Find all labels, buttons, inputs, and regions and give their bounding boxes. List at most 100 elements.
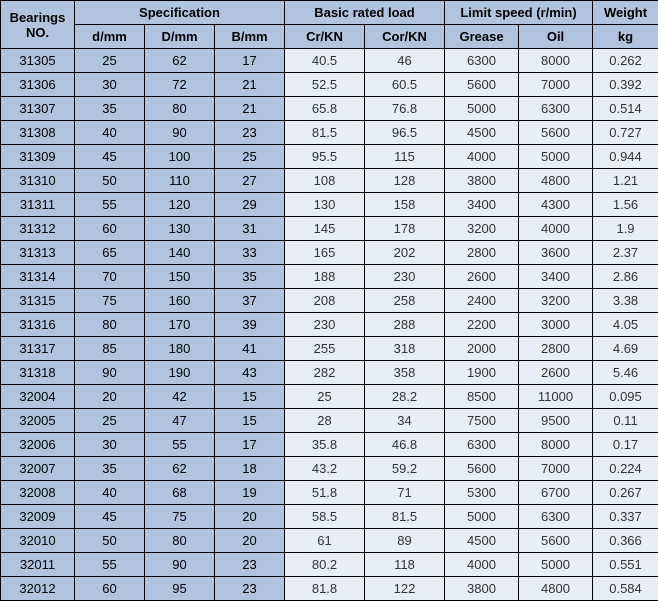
cell-B: 21 xyxy=(215,73,285,97)
cell-bearing-no: 31315 xyxy=(1,289,75,313)
cell-D: 68 xyxy=(145,481,215,505)
cell-grease: 2600 xyxy=(445,265,519,289)
bearings-table: Bearings NO. Specification Basic rated l… xyxy=(0,0,658,601)
cell-d: 60 xyxy=(75,577,145,601)
cell-cor: 122 xyxy=(365,577,445,601)
cell-oil: 3200 xyxy=(519,289,593,313)
hdr-weight-kg: kg xyxy=(593,25,658,49)
cell-d: 30 xyxy=(75,73,145,97)
cell-bearing-no: 31317 xyxy=(1,337,75,361)
cell-oil: 2600 xyxy=(519,361,593,385)
cell-bearing-no: 31314 xyxy=(1,265,75,289)
cell-bearing-no: 31311 xyxy=(1,193,75,217)
cell-cor: 60.5 xyxy=(365,73,445,97)
hdr-load-group: Basic rated load xyxy=(285,1,445,25)
cell-B: 18 xyxy=(215,457,285,481)
cell-D: 110 xyxy=(145,169,215,193)
cell-cor: 115 xyxy=(365,145,445,169)
cell-grease: 4500 xyxy=(445,121,519,145)
cell-D: 160 xyxy=(145,289,215,313)
cell-cr: 58.5 xyxy=(285,505,365,529)
cell-bearing-no: 31312 xyxy=(1,217,75,241)
cell-bearing-no: 31313 xyxy=(1,241,75,265)
cell-oil: 6700 xyxy=(519,481,593,505)
cell-cr: 108 xyxy=(285,169,365,193)
cell-grease: 5000 xyxy=(445,97,519,121)
cell-B: 23 xyxy=(215,121,285,145)
cell-bearing-no: 32006 xyxy=(1,433,75,457)
cell-cor: 59.2 xyxy=(365,457,445,481)
cell-grease: 2400 xyxy=(445,289,519,313)
cell-d: 45 xyxy=(75,145,145,169)
cell-d: 50 xyxy=(75,529,145,553)
cell-D: 80 xyxy=(145,97,215,121)
cell-oil: 5600 xyxy=(519,529,593,553)
cell-weight: 0.727 xyxy=(593,121,658,145)
cell-D: 72 xyxy=(145,73,215,97)
cell-cor: 358 xyxy=(365,361,445,385)
hdr-spec-d: d/mm xyxy=(75,25,145,49)
cell-cr: 255 xyxy=(285,337,365,361)
cell-oil: 4300 xyxy=(519,193,593,217)
cell-d: 85 xyxy=(75,337,145,361)
table-row: 313178518041255318200028004.69 xyxy=(1,337,658,361)
table-row: 3130630722152.560.5560070000.392 xyxy=(1,73,658,97)
cell-cor: 178 xyxy=(365,217,445,241)
cell-cr: 80.2 xyxy=(285,553,365,577)
cell-B: 17 xyxy=(215,433,285,457)
table-row: 320052547152834750095000.11 xyxy=(1,409,658,433)
cell-grease: 2200 xyxy=(445,313,519,337)
table-row: 3200840681951.871530067000.267 xyxy=(1,481,658,505)
cell-cr: 51.8 xyxy=(285,481,365,505)
table-header: Bearings NO. Specification Basic rated l… xyxy=(1,1,658,49)
cell-weight: 5.46 xyxy=(593,361,658,385)
cell-grease: 3200 xyxy=(445,217,519,241)
cell-d: 60 xyxy=(75,217,145,241)
cell-d: 70 xyxy=(75,265,145,289)
cell-cr: 81.5 xyxy=(285,121,365,145)
cell-bearing-no: 31316 xyxy=(1,313,75,337)
cell-B: 33 xyxy=(215,241,285,265)
cell-d: 40 xyxy=(75,121,145,145)
cell-oil: 4800 xyxy=(519,169,593,193)
cell-B: 19 xyxy=(215,481,285,505)
cell-weight: 1.56 xyxy=(593,193,658,217)
cell-cr: 208 xyxy=(285,289,365,313)
cell-cor: 158 xyxy=(365,193,445,217)
cell-d: 35 xyxy=(75,457,145,481)
table-row: 320105080206189450056000.366 xyxy=(1,529,658,553)
cell-bearing-no: 31305 xyxy=(1,49,75,73)
cell-D: 90 xyxy=(145,553,215,577)
cell-oil: 2800 xyxy=(519,337,593,361)
cell-D: 75 xyxy=(145,505,215,529)
cell-grease: 4000 xyxy=(445,553,519,577)
cell-weight: 0.224 xyxy=(593,457,658,481)
cell-grease: 5600 xyxy=(445,73,519,97)
cell-D: 47 xyxy=(145,409,215,433)
cell-weight: 0.267 xyxy=(593,481,658,505)
hdr-speed-group: Limit speed (r/min) xyxy=(445,1,593,25)
cell-bearing-no: 32007 xyxy=(1,457,75,481)
cell-D: 180 xyxy=(145,337,215,361)
cell-grease: 4000 xyxy=(445,145,519,169)
cell-cor: 128 xyxy=(365,169,445,193)
cell-B: 41 xyxy=(215,337,285,361)
cell-oil: 8000 xyxy=(519,49,593,73)
cell-weight: 0.392 xyxy=(593,73,658,97)
table-row: 3130840902381.596.5450056000.727 xyxy=(1,121,658,145)
cell-d: 25 xyxy=(75,409,145,433)
hdr-spec-D: D/mm xyxy=(145,25,215,49)
hdr-weight-group: Weight xyxy=(593,1,658,25)
cell-D: 150 xyxy=(145,265,215,289)
cell-bearing-no: 31309 xyxy=(1,145,75,169)
cell-weight: 0.11 xyxy=(593,409,658,433)
table-row: 313157516037208258240032003.38 xyxy=(1,289,658,313)
cell-cor: 34 xyxy=(365,409,445,433)
cell-D: 100 xyxy=(145,145,215,169)
cell-weight: 2.86 xyxy=(593,265,658,289)
cell-d: 90 xyxy=(75,361,145,385)
cell-D: 130 xyxy=(145,217,215,241)
cell-weight: 1.9 xyxy=(593,217,658,241)
cell-cr: 52.5 xyxy=(285,73,365,97)
cell-D: 170 xyxy=(145,313,215,337)
